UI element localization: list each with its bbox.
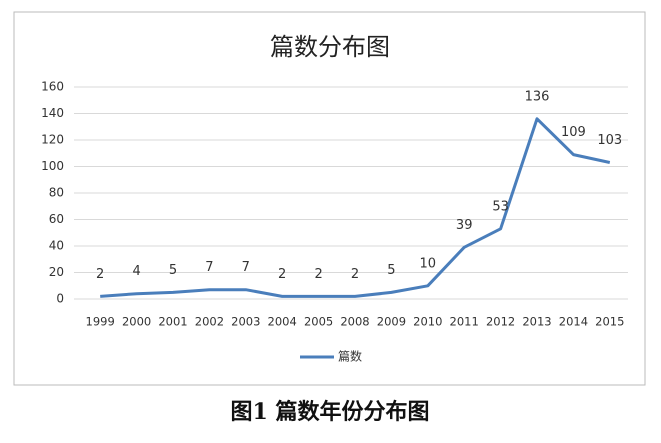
data-label: 53: [492, 199, 509, 214]
x-tick-label: 2003: [231, 315, 260, 329]
data-label: 5: [169, 263, 177, 278]
x-tick-label: 2012: [486, 315, 515, 329]
data-label: 7: [205, 260, 213, 275]
y-tick-label: 80: [49, 186, 64, 200]
x-tick-label: 2013: [522, 315, 551, 329]
x-tick-label: 2010: [413, 315, 442, 329]
data-label: 39: [456, 218, 473, 233]
legend-label: 篇数: [338, 349, 362, 364]
data-label: 10: [420, 256, 437, 271]
x-tick-label: 2004: [268, 315, 297, 329]
chart-frame: [13, 11, 646, 386]
data-line: [100, 117, 611, 298]
x-tick-label: 2008: [340, 315, 369, 329]
data-label: 2: [314, 267, 322, 282]
data-label: 4: [132, 264, 140, 279]
y-tick-label: 160: [41, 80, 64, 94]
x-tick-label: 2011: [450, 315, 479, 329]
x-tick-label: 1999: [86, 315, 115, 329]
y-tick-label: 20: [49, 265, 64, 279]
y-tick-label: 0: [56, 292, 64, 306]
x-tick-label: 2009: [377, 315, 406, 329]
x-tick-label: 2015: [595, 315, 624, 329]
data-label: 2: [278, 267, 286, 282]
x-tick-label: 2014: [559, 315, 588, 329]
y-tick-label: 100: [41, 159, 64, 173]
data-label: 5: [387, 263, 395, 278]
data-label: 109: [561, 125, 586, 140]
y-tick-label: 140: [41, 106, 64, 120]
data-label: 2: [351, 267, 359, 282]
y-tick-label: 60: [49, 212, 64, 226]
y-tick-label: 120: [41, 133, 64, 147]
data-label: 7: [242, 260, 250, 275]
chart-title: 篇数分布图: [270, 33, 390, 61]
x-tick-label: 2002: [195, 315, 224, 329]
y-tick-label: 40: [49, 239, 64, 253]
data-label: 2: [96, 267, 104, 282]
data-label: 103: [597, 133, 622, 148]
x-tick-label: 2000: [122, 315, 151, 329]
x-tick-label: 2001: [158, 315, 187, 329]
caption: 图1 篇数年份分布图: [231, 399, 430, 425]
data-label: 136: [525, 89, 550, 104]
x-tick-label: 2005: [304, 315, 333, 329]
